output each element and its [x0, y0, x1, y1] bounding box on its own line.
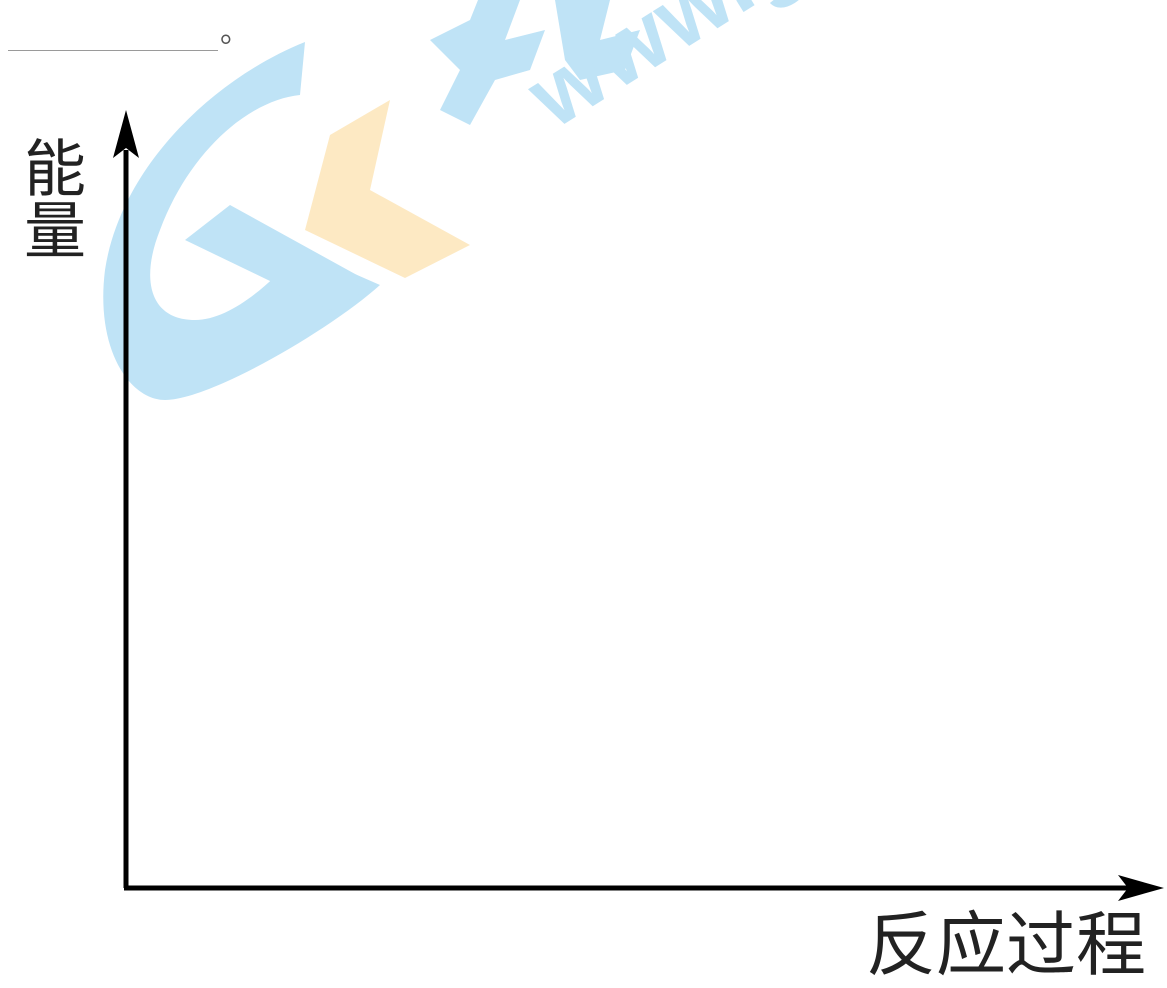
watermark-orange-shape	[305, 100, 470, 278]
watermark-glyph-1	[430, 0, 545, 125]
x-axis-arrowhead	[1118, 875, 1164, 901]
y-axis-label: 能量	[13, 136, 86, 260]
x-axis-label: 反应过程	[866, 904, 1146, 986]
watermark-arc	[103, 42, 380, 400]
y-axis-arrowhead	[113, 110, 139, 158]
watermark-glyph-2	[555, 0, 640, 80]
watermark-chevron	[185, 205, 375, 310]
answer-blank-line	[8, 50, 218, 51]
period-mark: 。	[220, 15, 250, 50]
